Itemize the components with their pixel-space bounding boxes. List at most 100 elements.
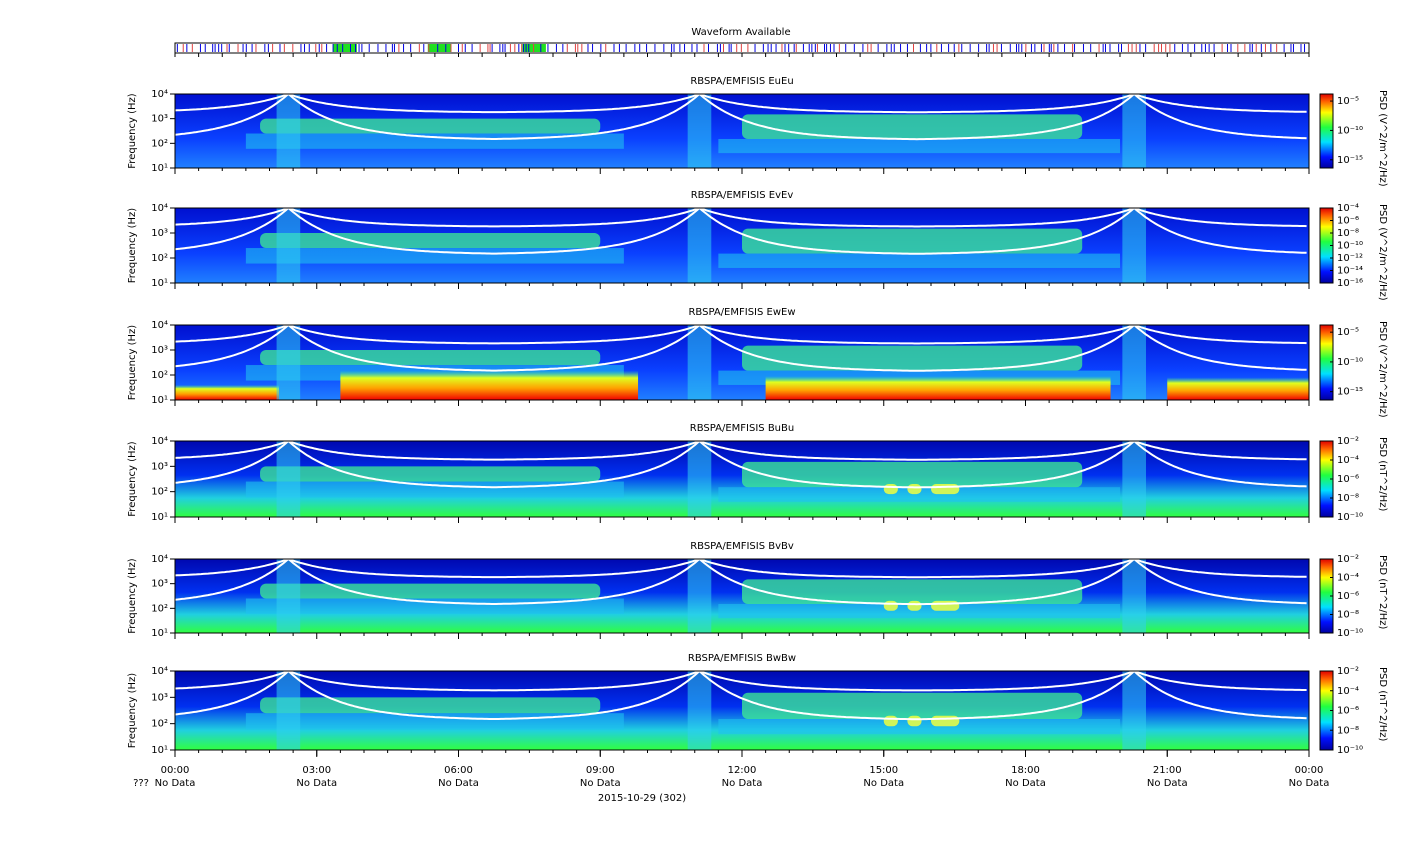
x-tick-note: No Data: [438, 778, 479, 789]
y-tick-label: 10¹: [151, 163, 168, 174]
colorbar-tick-label: 10⁻¹⁰: [1337, 241, 1363, 252]
spectrogram: [175, 94, 1309, 168]
spectrogram: [175, 208, 1309, 283]
emission-band: [260, 583, 601, 599]
spectrogram: [175, 559, 1309, 633]
y-tick-label: 10³: [151, 228, 168, 239]
colorbar-tick-label: 10⁻¹⁰: [1337, 512, 1363, 523]
y-tick-label: 10¹: [151, 512, 168, 523]
spectrogram: [175, 441, 1309, 517]
waveform-title: Waveform Available: [691, 27, 790, 38]
x-tick-label: 15:00: [869, 765, 898, 776]
x-tick-label: 09:00: [586, 765, 615, 776]
colorbar-tick-label: 10⁻⁶: [1337, 706, 1359, 717]
spectrogram: [175, 671, 1309, 750]
hot-spot: [883, 600, 898, 611]
x-tick-note: No Data: [863, 778, 904, 789]
waveform-block: [522, 44, 546, 52]
y-tick-label: 10¹: [151, 278, 168, 289]
emission-band: [742, 461, 1083, 488]
colorbar-tick-label: 10⁻¹⁰: [1337, 125, 1363, 136]
perigee-stripe: [276, 441, 301, 517]
perigee-stripe: [276, 94, 301, 168]
x-tick-note: No Data: [1147, 778, 1188, 789]
colorbar-tick-label: 10⁻¹⁴: [1337, 266, 1363, 277]
low-band: [175, 384, 279, 400]
emission-band: [718, 253, 1120, 268]
colorbar-tick-label: 10⁻⁶: [1337, 591, 1359, 602]
emission-band: [718, 603, 1120, 619]
x-tick-note: No Data: [296, 778, 337, 789]
waveform-block: [333, 44, 357, 52]
low-band: [1167, 377, 1309, 400]
colorbar-label: PSD (nT^2/Hz): [1377, 437, 1388, 511]
y-tick-label: 10⁴: [151, 203, 168, 214]
fce-curve: [175, 208, 1307, 228]
waveform-block: [427, 44, 452, 52]
colorbar-tick-label: 10⁻¹⁶: [1337, 278, 1363, 289]
y-tick-label: 10⁴: [151, 320, 168, 331]
y-tick-label: 10¹: [151, 628, 168, 639]
y-tick-label: 10⁴: [151, 89, 168, 100]
colorbar-tick-label: 10⁻⁶: [1337, 474, 1359, 485]
panel-title: RBSPA/EMFISIS EwEw: [688, 307, 795, 318]
x-tick-label: 00:00: [161, 765, 190, 776]
fce-curve: [175, 94, 1307, 141]
x-tick-note: No Data: [155, 778, 196, 789]
fce-curve: [175, 441, 1307, 461]
colorbar-label: PSD (nT^2/Hz): [1377, 667, 1388, 741]
emission-band: [742, 228, 1083, 254]
y-axis-label: Frequency (Hz): [127, 325, 138, 401]
colorbar-tick-label: 10⁻²: [1337, 554, 1359, 565]
x-tick-note: No Data: [1289, 778, 1330, 789]
perigee-stripe: [1122, 208, 1146, 283]
panel-title: RBSPA/EMFISIS BvBv: [690, 541, 794, 552]
x-tick-label: 21:00: [1153, 765, 1182, 776]
date-label: 2015-10-29 (302): [598, 793, 686, 804]
colorbar-tick-label: 10⁻⁸: [1337, 610, 1359, 621]
hot-spot: [907, 484, 922, 495]
emission-band: [260, 350, 601, 366]
perigee-stripe: [276, 208, 301, 283]
perigee-stripe: [276, 325, 301, 400]
colorbar-tick-label: 10⁻⁵: [1337, 327, 1359, 338]
colorbar-tick-label: 10⁻⁸: [1337, 493, 1359, 504]
hot-spot: [883, 715, 898, 727]
emission-band: [742, 579, 1083, 604]
perigee-stripe: [687, 325, 712, 400]
perigee-stripe: [1122, 94, 1146, 168]
perigee-stripe: [1122, 671, 1146, 750]
x-tick-note: No Data: [580, 778, 621, 789]
x-tick-note: No Data: [722, 778, 763, 789]
colorbar-tick-label: 10⁻⁴: [1337, 455, 1359, 466]
fce-curve: [175, 441, 1307, 489]
y-tick-label: 10¹: [151, 395, 168, 406]
perigee-stripe: [687, 671, 712, 750]
y-tick-label: 10³: [151, 345, 168, 356]
colorbar-tick-label: 10⁻⁸: [1337, 725, 1359, 736]
y-tick-label: 10²: [151, 719, 168, 730]
colorbar-tick-label: 10⁻¹⁰: [1337, 745, 1363, 756]
fce-curve: [175, 208, 1307, 255]
colorbar-label: PSD (nT^2/Hz): [1377, 555, 1388, 629]
colorbar-tick-label: 10⁻⁶: [1337, 216, 1359, 227]
y-axis-label: Frequency (Hz): [127, 673, 138, 749]
emission-band: [718, 487, 1120, 502]
perigee-stripe: [1122, 325, 1146, 400]
colorbar-tick-label: 10⁻⁴: [1337, 573, 1359, 584]
perigee-stripe: [276, 671, 301, 750]
emission-band: [742, 345, 1083, 371]
colorbar-tick-label: 10⁻⁴: [1337, 686, 1359, 697]
y-axis-label: Frequency (Hz): [127, 441, 138, 517]
y-tick-label: 10³: [151, 114, 168, 125]
panel-title: RBSPA/EMFISIS BuBu: [690, 423, 794, 434]
hot-spot: [931, 600, 960, 611]
colorbar: [1319, 324, 1334, 401]
colorbar-tick-label: 10⁻¹⁵: [1337, 387, 1363, 398]
y-tick-label: 10²: [151, 487, 168, 498]
fce-curve: [175, 325, 1307, 345]
colorbar-tick-label: 10⁻⁴: [1337, 203, 1359, 214]
colorbar-tick-label: 10⁻¹⁰: [1337, 628, 1363, 639]
y-axis-label: Frequency (Hz): [127, 93, 138, 169]
spectrogram: [175, 325, 1309, 400]
